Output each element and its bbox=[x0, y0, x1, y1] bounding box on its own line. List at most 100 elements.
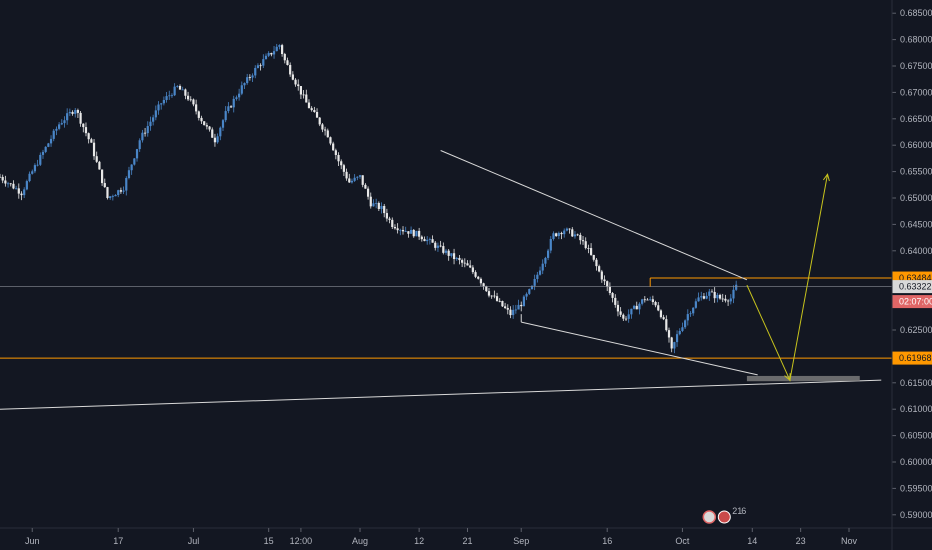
candle-body bbox=[275, 46, 278, 52]
candle-body bbox=[213, 137, 217, 143]
wedge-upper-trendline[interactable] bbox=[440, 150, 748, 281]
candle-body bbox=[409, 229, 413, 234]
candle-body bbox=[162, 99, 165, 104]
candle-body bbox=[74, 110, 77, 114]
candle-body bbox=[264, 55, 268, 60]
price-tick-label: 0.64500 bbox=[900, 219, 932, 229]
candle-body bbox=[407, 231, 410, 234]
support-price-badge[interactable]: 0.61968 bbox=[899, 353, 932, 363]
candle-body bbox=[318, 117, 321, 125]
candle-body bbox=[278, 45, 281, 47]
candle-body bbox=[571, 229, 574, 237]
candle-body bbox=[654, 302, 657, 306]
target-zone[interactable] bbox=[746, 375, 860, 382]
candle-body bbox=[178, 85, 182, 90]
candle-body bbox=[581, 240, 585, 242]
candle-body bbox=[130, 164, 133, 171]
candle-body bbox=[415, 230, 418, 237]
candle-body bbox=[487, 291, 491, 296]
candle-body bbox=[533, 278, 536, 286]
candle-body bbox=[323, 129, 327, 131]
candle-body bbox=[114, 195, 117, 197]
candle-body bbox=[127, 170, 131, 179]
time-tick-label: 21 bbox=[462, 536, 472, 546]
candle-body bbox=[47, 143, 50, 147]
candle-body bbox=[643, 299, 646, 301]
candle-body bbox=[170, 95, 174, 97]
candle-body bbox=[39, 154, 42, 165]
candle-body bbox=[297, 84, 300, 87]
candle-body bbox=[641, 299, 644, 304]
candle-body bbox=[469, 265, 472, 268]
projection-arrowhead-down bbox=[784, 373, 791, 382]
price-axis[interactable]: 0.68500 0.68000 0.67500 0.67000 0.66500 0.660… bbox=[892, 0, 932, 550]
current-price-badge[interactable]: 0.63322 bbox=[899, 282, 932, 292]
candle-body bbox=[439, 245, 442, 247]
candle-body bbox=[482, 283, 485, 287]
candle-body bbox=[603, 279, 606, 282]
candle-body bbox=[560, 232, 563, 235]
candle-body bbox=[44, 146, 47, 152]
event-flag-icon[interactable] bbox=[702, 510, 717, 524]
candle-body bbox=[724, 298, 727, 301]
candle-body bbox=[4, 180, 7, 184]
long-support-trendline[interactable] bbox=[0, 379, 882, 410]
candle-body bbox=[358, 175, 362, 177]
candle-body bbox=[84, 127, 88, 134]
candle-body bbox=[501, 301, 504, 307]
projection-path[interactable] bbox=[746, 174, 829, 382]
price-tick-label: 0.62500 bbox=[900, 325, 932, 335]
candle-body bbox=[200, 117, 203, 122]
candle-body bbox=[224, 111, 227, 121]
candle-body bbox=[1, 176, 4, 181]
time-tick-label: Jul bbox=[188, 536, 200, 546]
event-badge-label[interactable]: 21 bbox=[732, 506, 742, 516]
event-badges[interactable]: 216 bbox=[702, 506, 746, 524]
candle-body bbox=[498, 300, 501, 302]
candle-body bbox=[595, 259, 598, 267]
price-tick-label: 0.66500 bbox=[900, 114, 932, 124]
time-tick-label: Oct bbox=[675, 536, 690, 546]
price-tick-label: 0.65000 bbox=[900, 193, 932, 203]
candle-body bbox=[133, 158, 136, 165]
candle-body bbox=[399, 229, 402, 231]
candle-body bbox=[326, 130, 329, 138]
price-tick-label: 0.66000 bbox=[900, 140, 932, 150]
candle-body bbox=[517, 304, 520, 310]
candle-body bbox=[444, 250, 448, 253]
time-tick-label: 12:00 bbox=[290, 536, 313, 546]
candle-body bbox=[412, 229, 415, 237]
us-flag-icon[interactable] bbox=[717, 510, 731, 524]
time-tick-label: 12 bbox=[414, 536, 424, 546]
candle-body bbox=[31, 171, 34, 174]
candle-body bbox=[391, 219, 394, 227]
candle-body bbox=[576, 234, 579, 236]
candle-body bbox=[100, 169, 104, 184]
candle-body bbox=[248, 77, 251, 78]
candle-body bbox=[377, 202, 380, 209]
event-badge-label[interactable]: 6 bbox=[741, 506, 746, 516]
candle-body bbox=[294, 79, 297, 85]
candle-body bbox=[143, 132, 147, 134]
price-tick-label: 0.68000 bbox=[900, 35, 932, 45]
candle-body bbox=[592, 254, 595, 260]
time-tick-label: 17 bbox=[113, 536, 123, 546]
candle-body bbox=[364, 184, 367, 189]
candle-body bbox=[624, 318, 628, 320]
candle-body bbox=[504, 306, 507, 309]
candle-body bbox=[544, 257, 547, 264]
wedge-lower-trendline[interactable] bbox=[521, 321, 758, 376]
candle-body bbox=[23, 189, 26, 196]
candle-body bbox=[632, 305, 636, 309]
resistance-price-badge[interactable]: 0.63484 bbox=[899, 273, 932, 283]
countdown-badge[interactable]: 02:07:00 bbox=[899, 297, 932, 307]
candle-body bbox=[638, 303, 641, 310]
candle-body bbox=[235, 97, 238, 99]
candle-body bbox=[243, 83, 246, 86]
candle-body bbox=[552, 233, 555, 240]
candle-body bbox=[160, 103, 163, 105]
candle-body bbox=[195, 104, 198, 112]
